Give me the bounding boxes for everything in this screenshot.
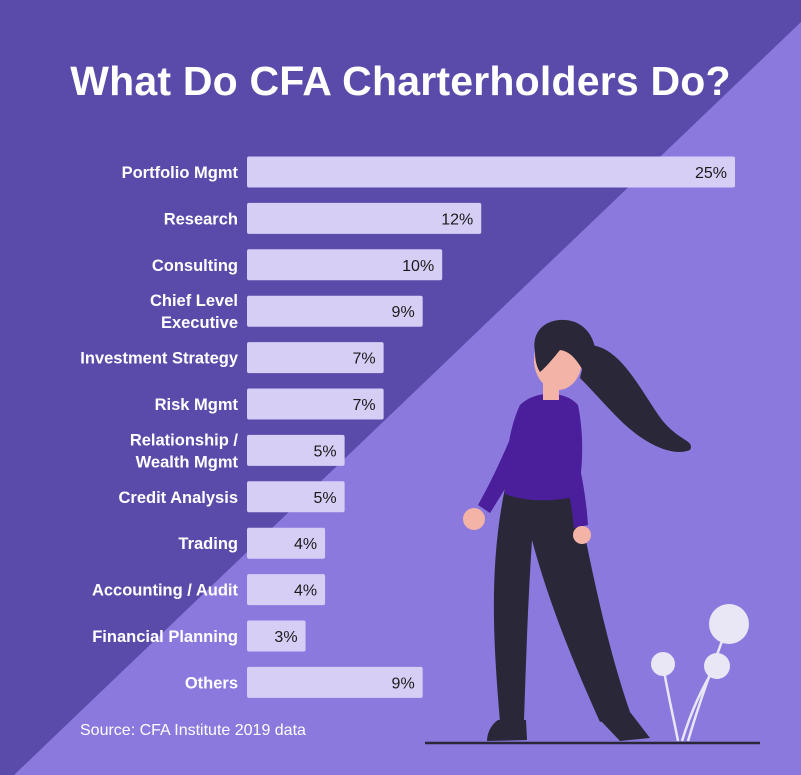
ponytail bbox=[580, 345, 691, 452]
bar-value-label: 9% bbox=[392, 675, 415, 692]
pants bbox=[493, 483, 630, 722]
category-label: Investment Strategy bbox=[80, 350, 239, 368]
back-hand bbox=[573, 526, 591, 544]
bar-value-label: 5% bbox=[313, 443, 336, 460]
category-label: Risk Mgmt bbox=[155, 396, 239, 414]
bar-value-label: 9% bbox=[392, 304, 415, 321]
category-label: Credit Analysis bbox=[118, 489, 238, 507]
category-label: Accounting / Audit bbox=[92, 582, 239, 600]
background-light-diagonal bbox=[14, 22, 801, 775]
bar-value-label: 4% bbox=[294, 536, 317, 553]
bar-value-label: 12% bbox=[441, 211, 473, 228]
category-label: Research bbox=[164, 210, 238, 228]
chart-title: What Do CFA Charterholders Do? bbox=[70, 58, 731, 104]
bar bbox=[247, 666, 423, 698]
bar-value-label: 10% bbox=[402, 258, 434, 275]
right-shoe bbox=[600, 712, 650, 741]
category-label: Others bbox=[185, 674, 238, 692]
bar bbox=[247, 342, 384, 374]
left-shoe bbox=[487, 720, 527, 741]
category-label: Financial Planning bbox=[92, 628, 238, 646]
hair bbox=[534, 319, 596, 380]
bar bbox=[247, 527, 326, 559]
bar bbox=[247, 156, 735, 188]
bar bbox=[247, 434, 345, 466]
bar bbox=[247, 620, 306, 652]
bar-value-label: 4% bbox=[294, 583, 317, 600]
bar-value-label: 7% bbox=[353, 351, 376, 368]
bar bbox=[247, 249, 443, 281]
category-label: Portfolio Mgmt bbox=[122, 164, 239, 182]
plant-icon bbox=[651, 604, 749, 742]
front-hand bbox=[463, 508, 485, 530]
bar bbox=[247, 202, 482, 234]
bars-layer: 25% Portfolio Mgmt 12% Research 10% Consultin… bbox=[80, 156, 735, 698]
bar bbox=[247, 295, 423, 327]
bar-value-label: 25% bbox=[695, 165, 727, 182]
category-label: Trading bbox=[178, 535, 238, 553]
category-label: Chief Level Executive bbox=[150, 292, 238, 332]
bar bbox=[247, 481, 345, 513]
bar bbox=[247, 388, 384, 420]
source-note: Source: CFA Institute 2019 data bbox=[80, 722, 306, 739]
front-arm bbox=[478, 410, 538, 513]
category-label: Consulting bbox=[152, 257, 238, 275]
bar-value-label: 7% bbox=[353, 397, 376, 414]
bar-value-label: 3% bbox=[274, 629, 297, 646]
woman-illustration bbox=[425, 319, 760, 745]
bar bbox=[247, 574, 326, 606]
bar-value-label: 5% bbox=[313, 490, 336, 507]
category-label: Relationship / Wealth Mgmt bbox=[130, 431, 239, 471]
